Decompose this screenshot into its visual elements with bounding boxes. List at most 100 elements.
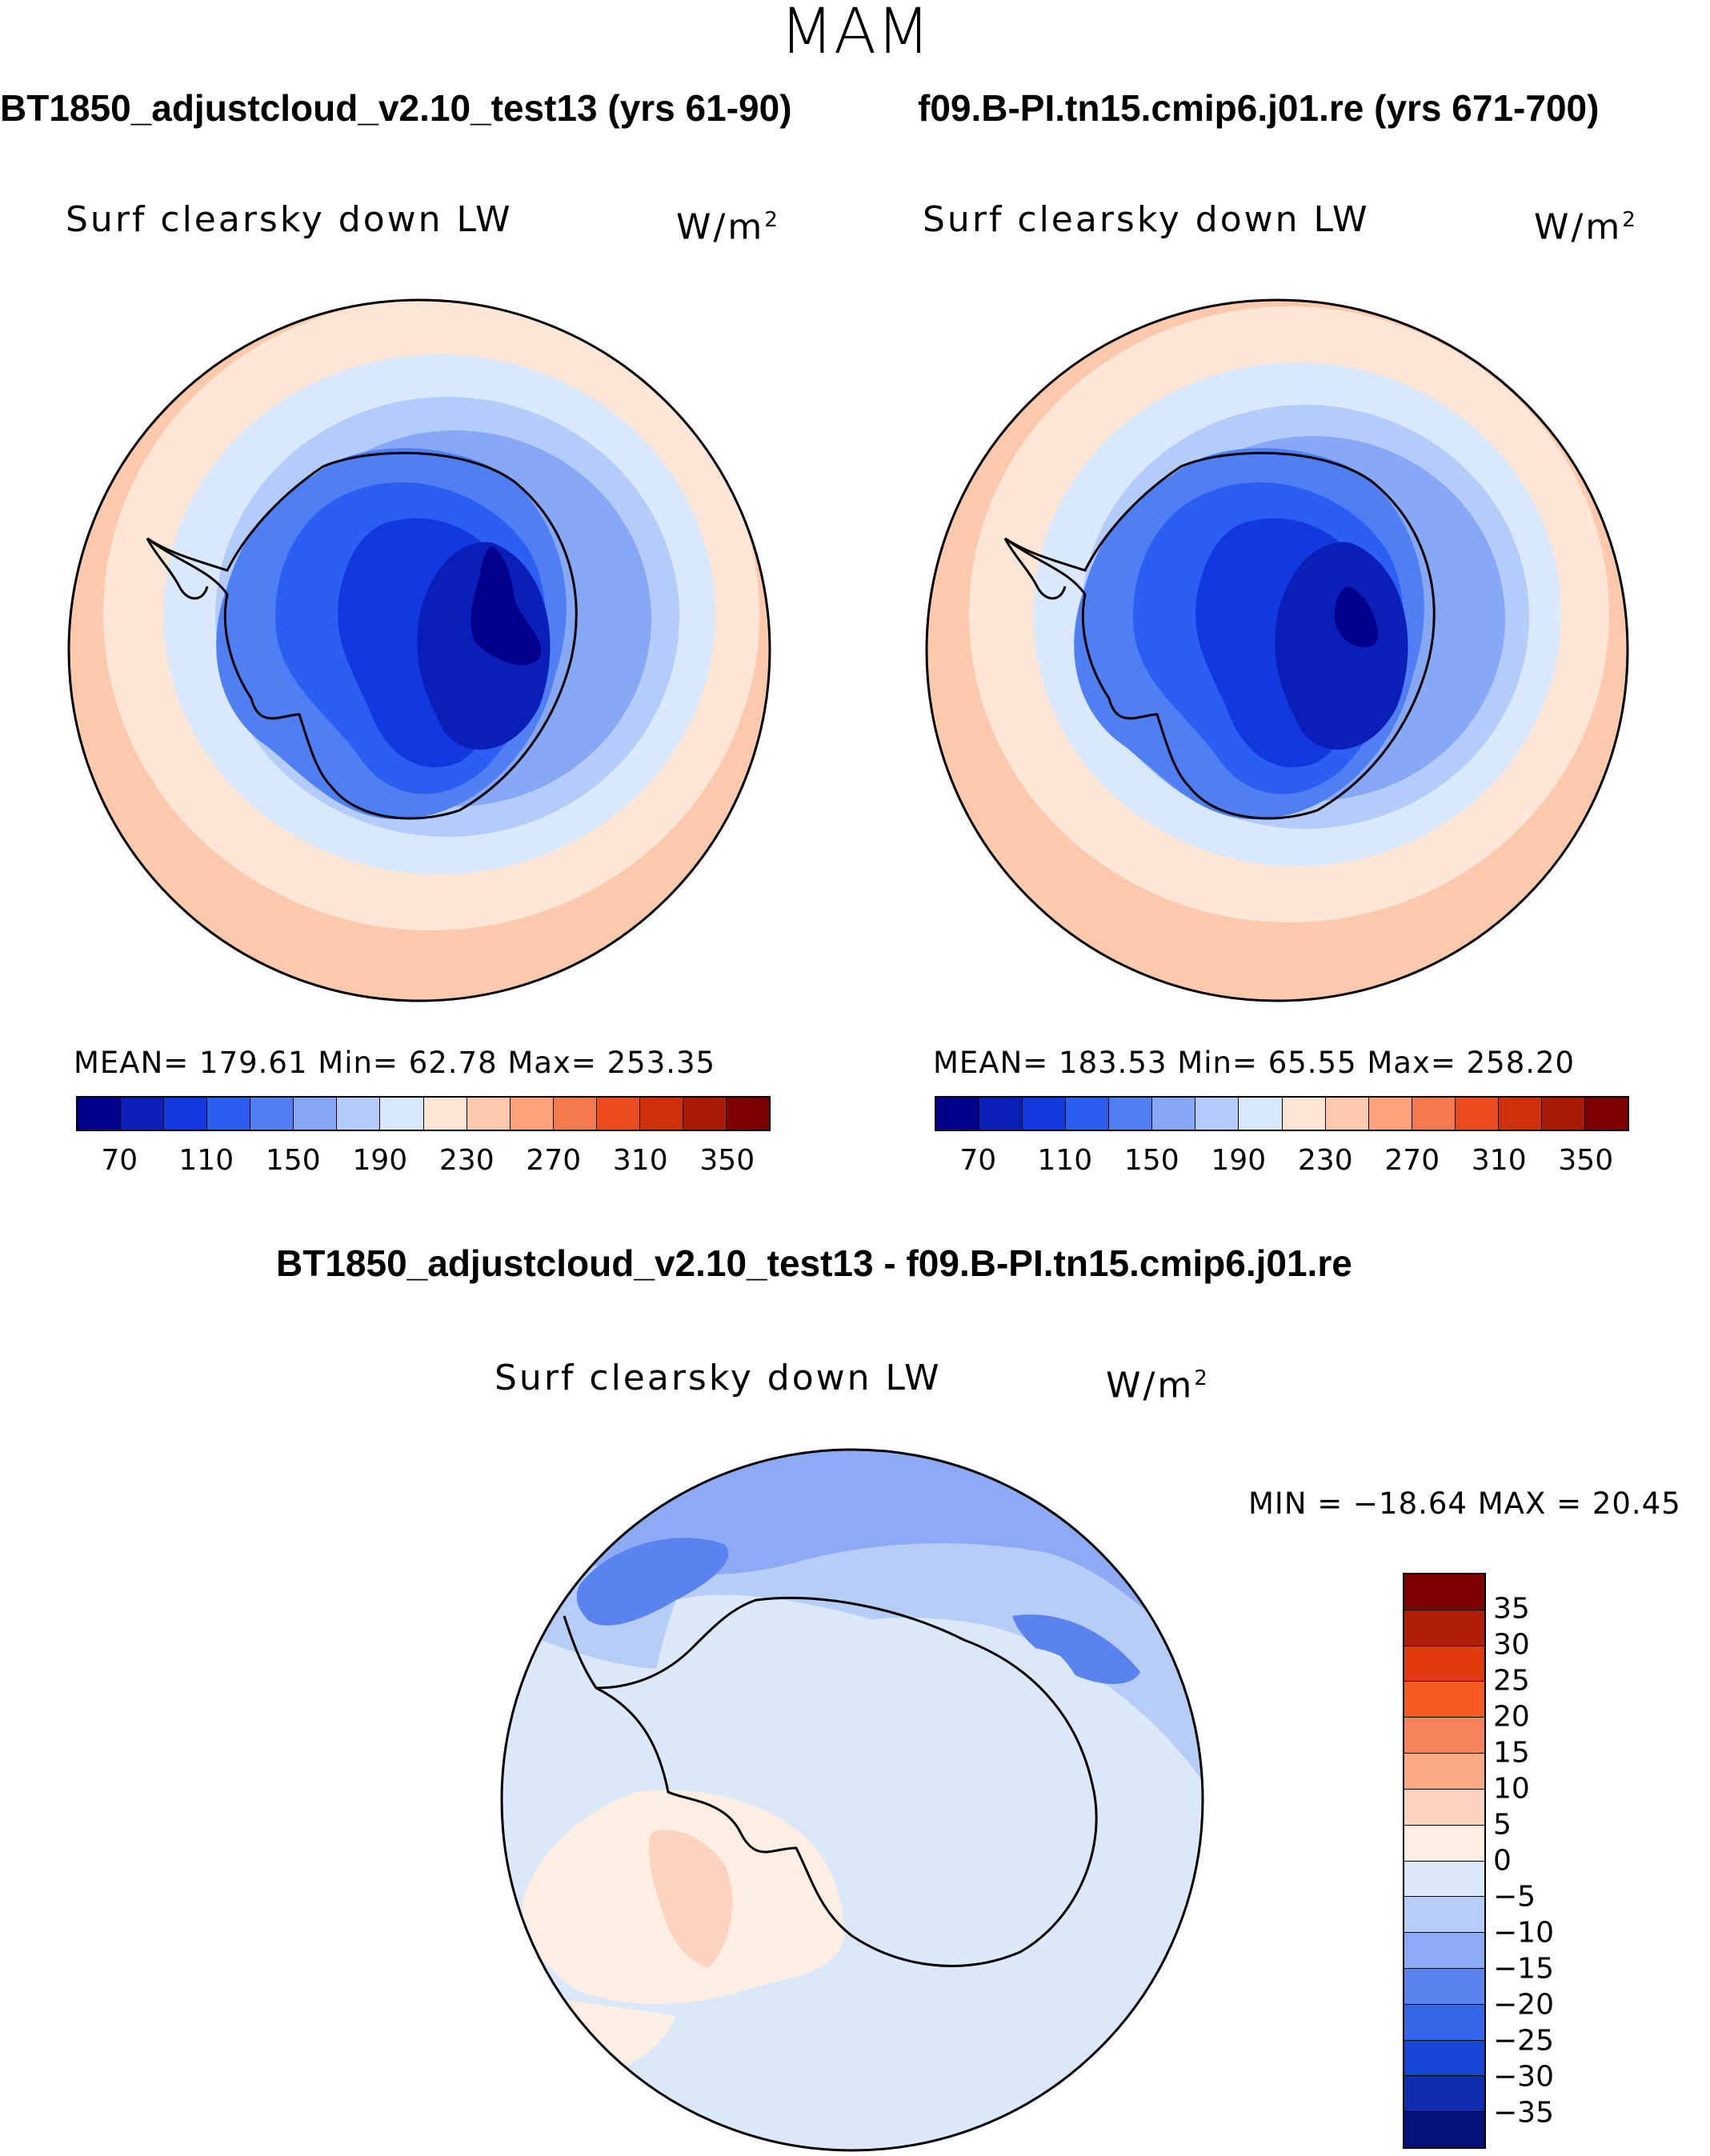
diff-units-exponent: 2 [1194, 1366, 1210, 1390]
left-colorbar-swatches [76, 1096, 771, 1131]
diff-colorbar-tick-label: 30 [1493, 1628, 1530, 1662]
season-title: MAM [779, 0, 931, 68]
right-variable-label: Surf clearsky down LW [923, 199, 1370, 240]
diff-colorbar-swatches [1403, 1573, 1486, 2149]
diff-colorbar-ticks: 35 30 25 20 15 10 5 0 −5 −10 −15 −20 −25 −30 −35 [1493, 1573, 1589, 2149]
diff-colorbar-swatch [1404, 2112, 1484, 2147]
right-units-label: W/m2 [1534, 200, 1638, 248]
right-stats: MEAN= 183.53 Min= 65.55 Max= 258.20 [933, 1046, 1576, 1080]
diff-polar-map [500, 1448, 1204, 2152]
diff-colorbar [1403, 1573, 1486, 2149]
left-colorbar-swatch [294, 1098, 338, 1130]
diff-colorbar-swatch [1404, 1968, 1484, 2005]
diff-colorbar-swatch [1404, 1789, 1484, 1826]
left-colorbar-tick-label: 270 [526, 1144, 582, 1177]
right-polar-map [925, 298, 1629, 1002]
diff-colorbar-tick-label: −15 [1493, 1952, 1554, 1986]
right-colorbar-swatch [1152, 1098, 1196, 1130]
right-colorbar-tick-label: 150 [1123, 1144, 1179, 1177]
left-peninsula-outline [146, 538, 209, 600]
left-variable-label: Surf clearsky down LW [66, 199, 513, 240]
left-colorbar-swatch [337, 1098, 381, 1130]
left-colorbar-swatch [726, 1098, 769, 1130]
right-colorbar-swatch [1368, 1098, 1412, 1130]
left-colorbar-tick-label: 190 [352, 1144, 408, 1177]
left-colorbar-ticks: 70 110 150 190 230 270 310 350 [76, 1144, 771, 1179]
left-colorbar-swatch [121, 1098, 165, 1130]
right-colorbar [935, 1096, 1629, 1131]
right-colorbar-swatch [1282, 1098, 1326, 1130]
right-colorbar-swatch [1455, 1098, 1499, 1130]
right-colorbar-tick-label: 110 [1037, 1144, 1093, 1177]
right-colorbar-swatches [935, 1096, 1629, 1131]
diff-colorbar-tick-label: 25 [1493, 1664, 1530, 1698]
diff-colorbar-tick-label: 35 [1493, 1592, 1530, 1626]
diff-colorbar-swatch [1404, 2076, 1484, 2113]
diff-colorbar-tick-label: −10 [1493, 1916, 1554, 1950]
diff-colorbar-swatch [1404, 1933, 1484, 1969]
left-colorbar-swatch [78, 1098, 122, 1130]
left-colorbar-tick-label: 310 [612, 1144, 668, 1177]
right-colorbar-tick-label: 310 [1471, 1144, 1527, 1177]
right-colorbar-swatch [1584, 1098, 1628, 1130]
left-colorbar-swatch [510, 1098, 554, 1130]
left-colorbar-swatch [683, 1098, 727, 1130]
diff-positive-patch [648, 1830, 733, 1968]
diff-units-label: W/m2 [1106, 1358, 1210, 1406]
right-units-text: W/m [1534, 206, 1623, 248]
diff-antarctica [651, 1594, 1099, 1976]
right-dome [1334, 586, 1379, 648]
left-colorbar-swatch [250, 1098, 294, 1130]
left-colorbar-tick-label: 350 [699, 1144, 755, 1177]
diff-colorbar-tick-label: 10 [1493, 1772, 1530, 1806]
left-polar-map [67, 298, 771, 1002]
diff-colorbar-swatch [1404, 1718, 1484, 1754]
right-colorbar-swatch [1239, 1098, 1283, 1130]
left-units-text: W/m [676, 206, 765, 248]
left-colorbar-swatch [423, 1098, 467, 1130]
diff-colorbar-swatch [1404, 1646, 1484, 1682]
right-colorbar-swatch [1109, 1098, 1153, 1130]
left-units-exponent: 2 [764, 208, 780, 232]
diff-colorbar-tick-label: −30 [1493, 2060, 1554, 2094]
right-colorbar-swatch [979, 1098, 1023, 1130]
diff-colorbar-tick-label: −20 [1493, 1988, 1554, 2022]
left-coastline [146, 451, 578, 820]
diff-colorbar-swatch [1404, 1682, 1484, 1718]
diff-stats: MIN = −18.64 MAX = 20.45 [1248, 1486, 1681, 1521]
right-units-exponent: 2 [1622, 208, 1638, 232]
diff-colorbar-tick-label: 5 [1493, 1808, 1512, 1842]
right-colorbar-ticks: 70 110 150 190 230 270 310 350 [935, 1144, 1629, 1179]
right-peninsula-outline [1003, 538, 1067, 600]
right-colorbar-swatch [1498, 1098, 1542, 1130]
diff-colorbar-tick-label: −25 [1493, 2024, 1554, 2058]
right-colorbar-swatch [1412, 1098, 1456, 1130]
left-colorbar-tick-label: 230 [439, 1144, 495, 1177]
left-colorbar-swatch [553, 1098, 597, 1130]
left-dome [471, 546, 542, 666]
left-map-border [67, 298, 771, 1002]
left-colorbar-swatch [380, 1098, 424, 1130]
left-colorbar-tick-label: 150 [265, 1144, 321, 1177]
diff-units-text: W/m [1106, 1365, 1195, 1406]
diff-colorbar-tick-label: 0 [1493, 1844, 1512, 1878]
right-coastline [1004, 451, 1436, 820]
diff-colorbar-tick-label: −5 [1493, 1880, 1536, 1914]
diff-colorbar-swatch [1404, 1610, 1484, 1646]
left-colorbar-swatch [467, 1098, 511, 1130]
right-colorbar-swatch [1325, 1098, 1369, 1130]
diff-map-border [500, 1448, 1204, 2152]
diff-colorbar-swatch [1404, 1897, 1484, 1934]
right-colorbar-swatch [1066, 1098, 1110, 1130]
right-colorbar-tick-label: 350 [1558, 1144, 1614, 1177]
diff-colorbar-swatch [1404, 1825, 1484, 1862]
right-colorbar-tick-label: 70 [959, 1144, 997, 1177]
left-colorbar [76, 1096, 771, 1131]
diff-colorbar-tick-label: 15 [1493, 1736, 1530, 1770]
diff-band-minus10 [502, 1450, 1203, 1656]
diff-variable-label: Surf clearsky down LW [495, 1358, 942, 1398]
left-colorbar-swatch [596, 1098, 640, 1130]
left-colorbar-tick-label: 70 [101, 1144, 138, 1177]
left-colorbar-swatch [639, 1098, 683, 1130]
diff-band-minus15-east [1012, 1614, 1140, 1684]
